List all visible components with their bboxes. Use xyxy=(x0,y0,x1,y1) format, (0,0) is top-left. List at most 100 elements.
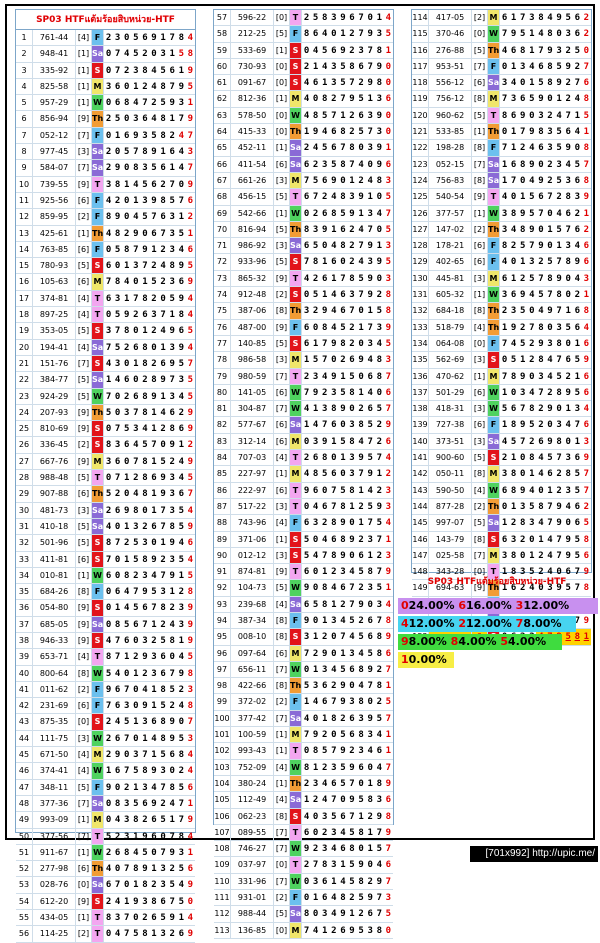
digit: 9 xyxy=(322,306,328,317)
row-date: 875-35 xyxy=(33,714,76,730)
digit: 8 xyxy=(547,273,553,284)
digit: 4 xyxy=(151,114,157,125)
upic-footer[interactable]: [701x992] http://upic.me/ xyxy=(470,846,598,862)
digit: 5 xyxy=(340,762,346,773)
digit: 7 xyxy=(520,13,526,23)
digit: 6 xyxy=(385,795,392,806)
row-date: 912-48 xyxy=(231,287,274,303)
row-set: [5] xyxy=(274,254,290,270)
digit: 4 xyxy=(133,440,139,451)
row-day: Th xyxy=(290,678,302,694)
digit: 9 xyxy=(556,13,562,23)
digit: 3 xyxy=(367,925,373,936)
digit: 8 xyxy=(142,766,148,777)
row-index: 34 xyxy=(16,567,33,584)
digit: 5 xyxy=(358,795,364,806)
row-day: T xyxy=(92,649,104,665)
digit: 1 xyxy=(385,730,392,741)
digit: 3 xyxy=(583,273,590,284)
digit: 1 xyxy=(331,599,337,610)
digit: 3 xyxy=(367,110,373,121)
digit: 6 xyxy=(151,815,157,826)
row-set: [9] xyxy=(76,111,92,127)
digit: 0 xyxy=(520,453,526,464)
row-date: 946-33 xyxy=(33,632,76,649)
digit: 8 xyxy=(322,94,328,105)
digit: 6 xyxy=(303,518,310,529)
digit: 4 xyxy=(187,554,194,565)
digit: 3 xyxy=(385,501,392,512)
digit: 1 xyxy=(340,29,346,40)
row-index: 134 xyxy=(412,335,429,352)
digit: 2 xyxy=(105,847,112,858)
row-date: 533-85 xyxy=(429,124,472,140)
row-index: 98 xyxy=(214,678,231,694)
digit: 7 xyxy=(385,844,392,855)
digit: 4 xyxy=(331,844,337,855)
digit: 4 xyxy=(574,94,580,105)
digit: 9 xyxy=(331,371,337,382)
row-set: [5] xyxy=(76,518,92,535)
row-index: 24 xyxy=(16,404,33,421)
digit: 3 xyxy=(556,45,562,56)
row-index: 1 xyxy=(16,30,33,46)
row-index: 32 xyxy=(16,535,33,551)
digit: 9 xyxy=(547,404,553,415)
row-index: 30 xyxy=(16,502,33,518)
row-date: 517-22 xyxy=(231,498,274,515)
stat-value: 4.00% xyxy=(458,635,497,648)
digit: 4 xyxy=(340,827,346,838)
row-index: 45 xyxy=(16,747,33,763)
row-set: [6] xyxy=(76,861,92,877)
row-date: 064-08 xyxy=(429,335,472,352)
digit: 5 xyxy=(133,538,139,549)
digit: 3 xyxy=(385,175,392,186)
digit: 3 xyxy=(367,257,373,268)
digit: 3 xyxy=(340,567,346,578)
digit: 7 xyxy=(358,241,364,252)
digit: 0 xyxy=(349,681,355,692)
digit: 7 xyxy=(538,387,544,398)
row-date: 684-18 xyxy=(429,303,472,319)
row-index: 148 xyxy=(412,564,429,580)
digit: 5 xyxy=(510,355,517,366)
digit: 0 xyxy=(160,831,166,842)
digit: 9 xyxy=(565,387,571,398)
digit: 7 xyxy=(303,925,310,936)
stat-digit: 9 xyxy=(401,635,409,648)
digit: 3 xyxy=(151,310,157,321)
digit: 2 xyxy=(376,436,382,447)
digit: 0 xyxy=(376,273,382,284)
digit: 7 xyxy=(574,583,580,594)
digit: 3 xyxy=(385,893,392,904)
digit: 1 xyxy=(322,78,328,89)
digit: 3 xyxy=(322,664,328,675)
row-set: [6] xyxy=(274,384,290,401)
digit: 7 xyxy=(583,485,590,496)
digit: 7 xyxy=(178,798,184,809)
digit: 0 xyxy=(151,538,157,549)
digit: 9 xyxy=(312,730,319,741)
row-date: 343-28 xyxy=(429,564,472,580)
digit: 8 xyxy=(160,81,166,92)
stats-row-4: 10.00% xyxy=(398,652,454,668)
row-date: 348-11 xyxy=(33,779,76,795)
row-set: [5] xyxy=(76,535,92,551)
digit: 6 xyxy=(151,473,157,484)
digit: 0 xyxy=(105,798,112,809)
digit: 2 xyxy=(105,114,112,125)
row-index: 38 xyxy=(16,632,33,649)
digit: 5 xyxy=(124,424,130,435)
digit: 9 xyxy=(160,489,166,500)
digit: 0 xyxy=(367,697,373,708)
digit: 2 xyxy=(331,94,337,105)
digit: 0 xyxy=(105,473,112,484)
digit: 7 xyxy=(303,648,310,659)
digit: 2 xyxy=(124,342,130,353)
row-day: Th xyxy=(92,225,104,241)
row-index: 75 xyxy=(214,303,231,319)
digit: 4 xyxy=(367,355,373,366)
digit: 1 xyxy=(510,501,517,512)
